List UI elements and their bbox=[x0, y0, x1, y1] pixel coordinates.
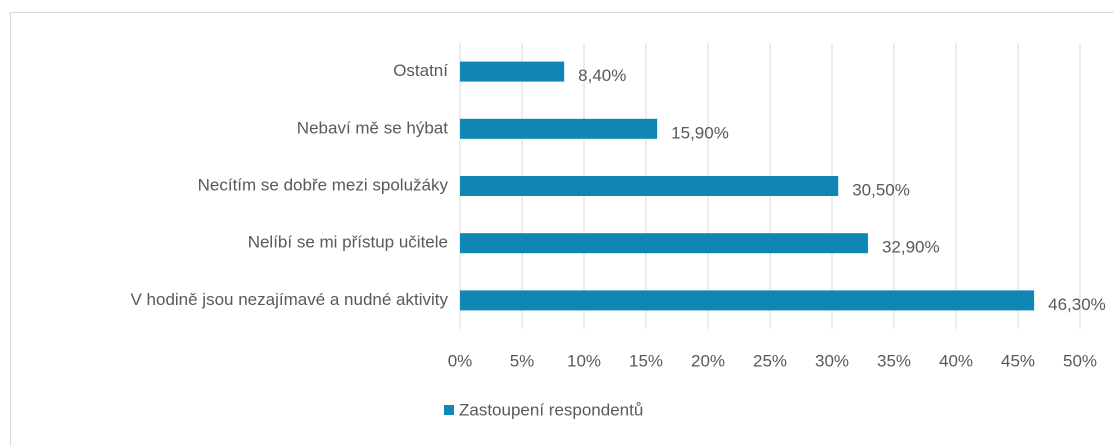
x-tick-label: 35% bbox=[877, 351, 911, 370]
data-label: 15,90% bbox=[671, 123, 729, 142]
x-tick-label: 15% bbox=[629, 351, 663, 370]
x-tick-label: 25% bbox=[753, 351, 787, 370]
chart-border bbox=[10, 12, 1114, 446]
x-tick-label: 5% bbox=[510, 351, 535, 370]
bar bbox=[460, 290, 1035, 311]
x-tick-label: 45% bbox=[1001, 351, 1035, 370]
y-tick-label: Necítím se dobře mezi spolužáky bbox=[198, 175, 449, 194]
x-tick-label: 30% bbox=[815, 351, 849, 370]
legend-swatch bbox=[444, 405, 454, 415]
x-tick-label: 10% bbox=[567, 351, 601, 370]
data-label: 32,90% bbox=[882, 238, 940, 257]
bar bbox=[460, 233, 868, 254]
x-tick-label: 0% bbox=[448, 351, 473, 370]
bar bbox=[460, 118, 658, 139]
y-tick-label: V hodině jsou nezajímavé a nudné aktivit… bbox=[130, 290, 448, 309]
data-label: 46,30% bbox=[1048, 295, 1106, 314]
bar bbox=[460, 176, 839, 196]
y-tick-label: Nelíbí se mi přístup učitele bbox=[248, 233, 448, 252]
x-tick-label: 50% bbox=[1063, 351, 1097, 370]
data-label: 8,40% bbox=[578, 66, 626, 85]
y-tick-label: Nebaví mě se hýbat bbox=[297, 118, 448, 137]
legend-label: Zastoupení respondentů bbox=[459, 400, 643, 419]
x-tick-label: 20% bbox=[691, 351, 725, 370]
data-label: 30,50% bbox=[852, 180, 910, 199]
bar bbox=[460, 61, 565, 82]
x-tick-label: 40% bbox=[939, 351, 973, 370]
y-tick-label: Ostatní bbox=[393, 61, 448, 80]
